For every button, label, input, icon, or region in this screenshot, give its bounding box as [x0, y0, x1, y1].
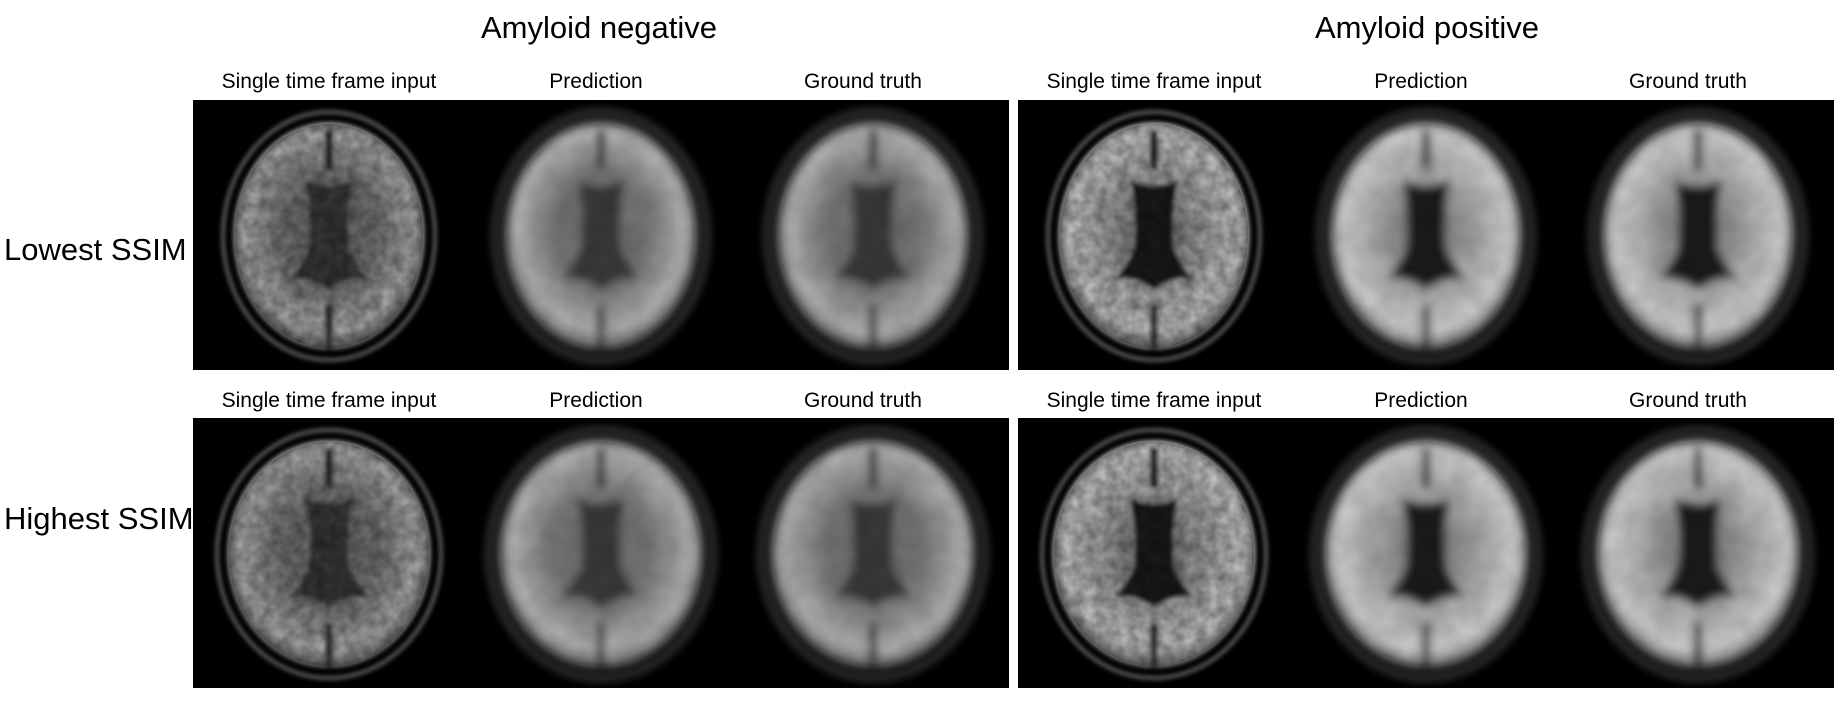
brain-scan-positive-input	[1040, 428, 1268, 680]
panel-negative-lowest	[193, 100, 1009, 370]
panel-negative-highest	[193, 418, 1009, 688]
brain-scan-positive-prediction	[1312, 428, 1540, 680]
column-label-ground-truth: Ground truth	[1629, 389, 1747, 412]
brain-scan-positive-input	[1046, 110, 1262, 362]
column-label-prediction: Prediction	[1374, 70, 1468, 93]
column-label-prediction: Prediction	[1374, 389, 1468, 412]
brain-scan-negative-ground-truth	[765, 110, 981, 362]
panel-positive-highest	[1018, 418, 1834, 688]
brain-scan-negative-prediction	[493, 110, 709, 362]
brain-scan-negative-input	[215, 428, 443, 680]
column-label-input: Single time frame input	[1046, 389, 1262, 412]
column-label-prediction: Prediction	[549, 70, 643, 93]
column-label-ground-truth: Ground truth	[804, 389, 922, 412]
brain-scan-positive-prediction	[1318, 110, 1534, 362]
brain-scan-positive-ground-truth	[1584, 428, 1812, 680]
row-label-highest-ssim: Highest SSIM	[4, 501, 194, 536]
column-label-input: Single time frame input	[1046, 70, 1262, 93]
column-label-ground-truth: Ground truth	[1629, 70, 1747, 93]
row-label-lowest-ssim: Lowest SSIM	[4, 232, 187, 267]
brain-scan-negative-ground-truth	[759, 428, 987, 680]
panel-positive-lowest	[1018, 100, 1834, 370]
column-label-prediction: Prediction	[549, 389, 643, 412]
brain-scan-negative-input	[221, 110, 437, 362]
column-label-ground-truth: Ground truth	[804, 70, 922, 93]
group-title-amyloid-positive: Amyloid positive	[1315, 10, 1539, 45]
column-label-input: Single time frame input	[221, 389, 437, 412]
column-label-input: Single time frame input	[221, 70, 437, 93]
brain-scan-positive-ground-truth	[1590, 110, 1806, 362]
brain-scan-negative-prediction	[487, 428, 715, 680]
group-title-amyloid-negative: Amyloid negative	[480, 10, 718, 45]
